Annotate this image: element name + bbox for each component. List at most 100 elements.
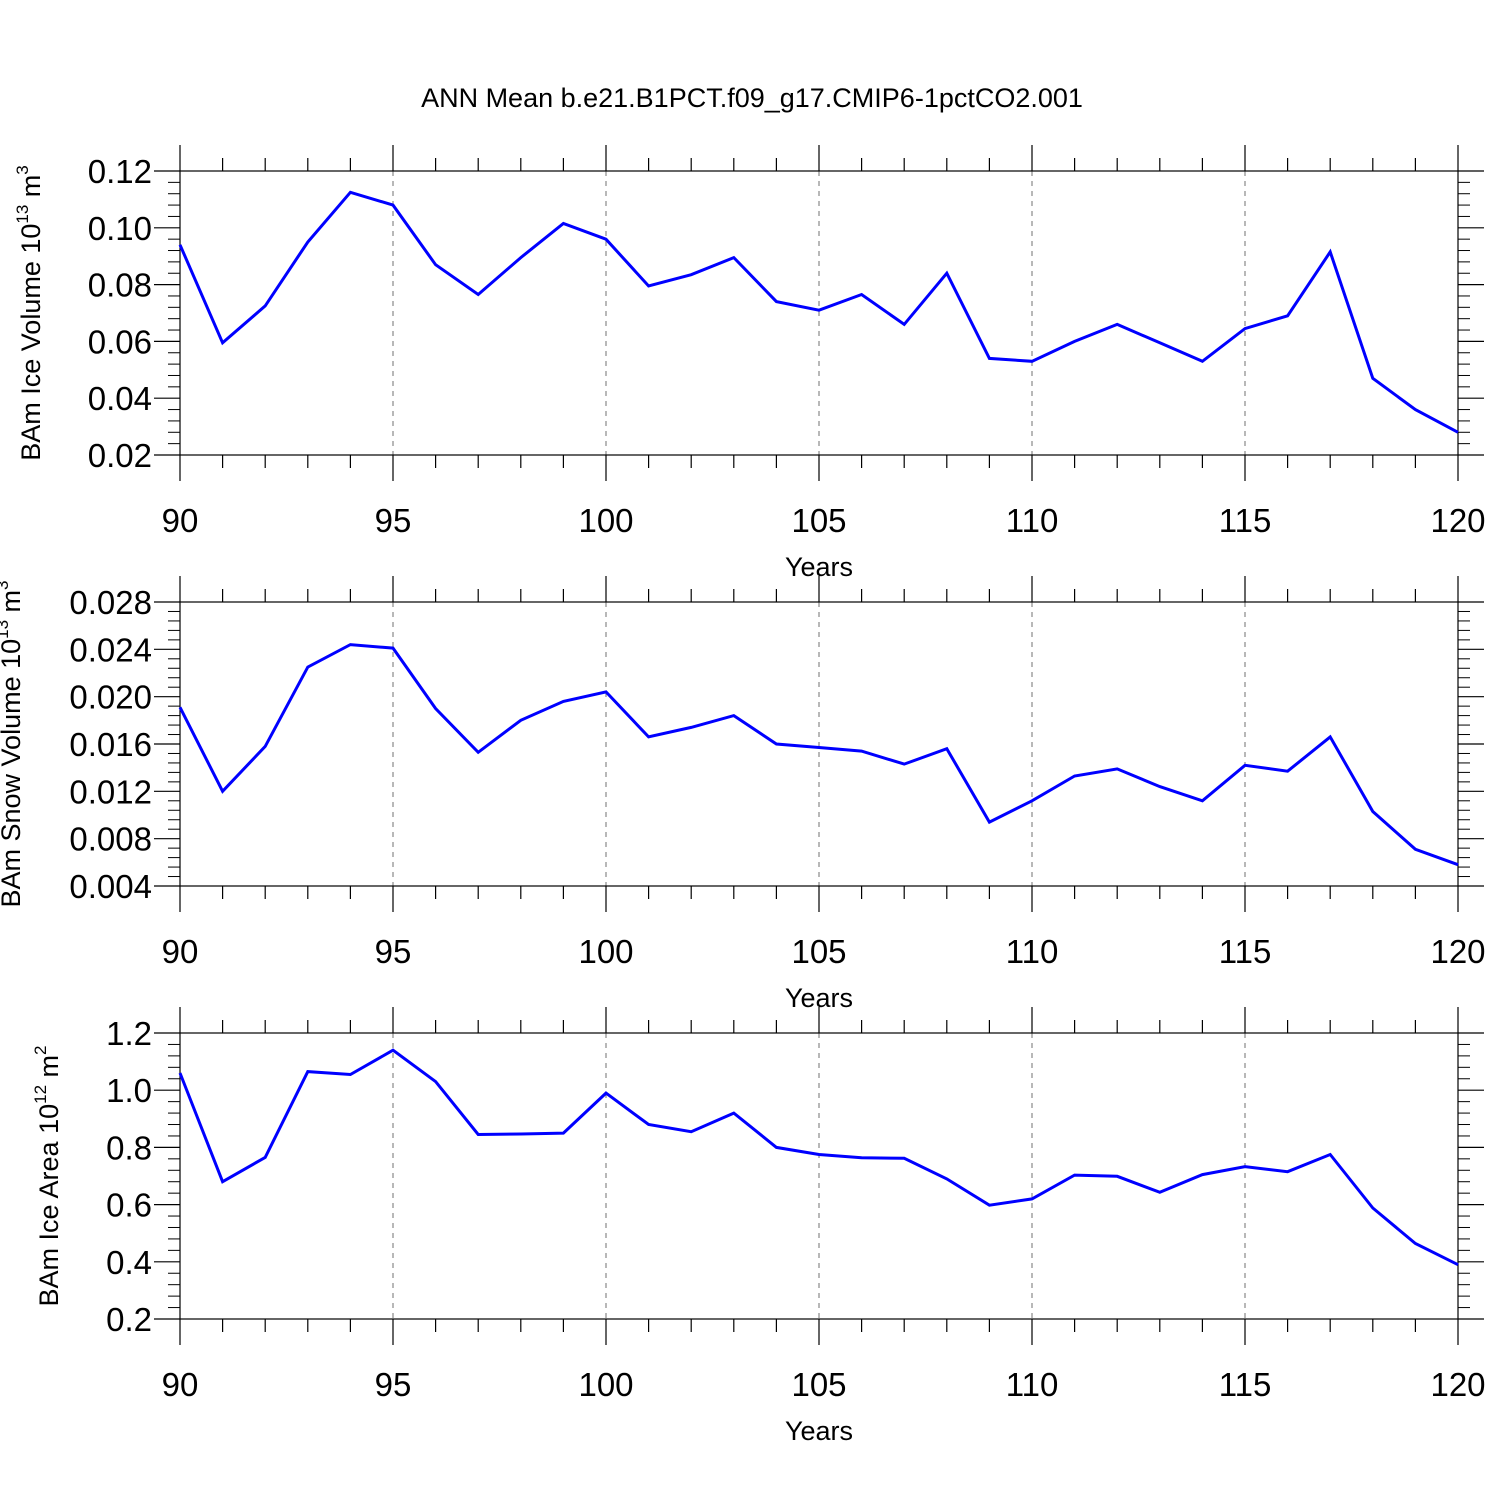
- data-point: [945, 271, 949, 275]
- data-point: [1371, 376, 1375, 380]
- data-point: [178, 1071, 182, 1075]
- x-tick-label: 100: [578, 502, 633, 539]
- data-point: [221, 341, 225, 345]
- x-tick-label: 115: [1219, 502, 1272, 539]
- data-point: [391, 203, 395, 207]
- y-tick-label: 1.2: [106, 1015, 152, 1052]
- data-point: [1030, 799, 1034, 803]
- data-point: [1286, 769, 1290, 773]
- data-point: [263, 304, 267, 308]
- data-point: [1158, 341, 1162, 345]
- data-point: [1328, 735, 1332, 739]
- data-point: [1243, 763, 1247, 767]
- data-point: [1115, 767, 1119, 771]
- y-tick-label: 0.10: [88, 210, 152, 247]
- y-tick-label: 0.008: [69, 821, 152, 858]
- data-point: [1158, 785, 1162, 789]
- y-axis-title-exponent: 13: [13, 205, 32, 224]
- data-point: [902, 762, 906, 766]
- data-point: [817, 746, 821, 750]
- y-axis-title-base: BAm Snow Volume 10: [0, 639, 26, 908]
- data-point: [263, 744, 267, 748]
- y-tick-label: 0.020: [69, 679, 152, 716]
- data-point: [348, 643, 352, 647]
- y-axis-title-unit: m: [0, 590, 26, 620]
- data-point: [860, 293, 864, 297]
- y-axis-title-exponent: 12: [31, 1085, 50, 1104]
- data-point: [519, 1132, 523, 1136]
- data-point: [945, 1177, 949, 1181]
- data-point: [391, 1048, 395, 1052]
- data-point: [732, 1111, 736, 1115]
- data-point: [434, 707, 438, 711]
- data-point: [817, 1153, 821, 1157]
- data-point: [1286, 1170, 1290, 1174]
- y-tick-label: 0.028: [69, 584, 152, 621]
- data-point: [1073, 1173, 1077, 1177]
- y-tick-label: 0.8: [106, 1129, 152, 1166]
- y-tick-label: 0.012: [69, 773, 152, 810]
- data-point: [774, 300, 778, 304]
- x-tick-label: 105: [791, 933, 846, 970]
- series-line: [178, 190, 1459, 434]
- data-point: [178, 243, 182, 247]
- y-axis-title-unit-exponent: 3: [13, 165, 32, 174]
- data-point: [647, 735, 651, 739]
- x-tick-label: 90: [162, 1366, 199, 1403]
- data-point: [1413, 847, 1417, 851]
- y-axis-title-base: BAm Ice Volume 10: [16, 224, 46, 461]
- data-point: [860, 1156, 864, 1160]
- data-point: [1456, 1263, 1460, 1267]
- data-point: [1158, 1190, 1162, 1194]
- data-point: [689, 273, 693, 277]
- data-point: [1073, 774, 1077, 778]
- x-tick-label: 100: [578, 933, 633, 970]
- data-point: [221, 1180, 225, 1184]
- data-point: [1456, 430, 1460, 434]
- data-point: [604, 237, 608, 241]
- data-point: [1371, 809, 1375, 813]
- data-point: [1413, 1241, 1417, 1245]
- x-tick-label: 120: [1430, 1366, 1485, 1403]
- data-point: [348, 1072, 352, 1076]
- x-tick-label: 90: [162, 933, 199, 970]
- data-point: [1371, 1206, 1375, 1210]
- data-point: [987, 356, 991, 360]
- data-point: [732, 714, 736, 718]
- y-axis-title: BAm Ice Area 1012 m2: [31, 1046, 64, 1307]
- data-point: [647, 1123, 651, 1127]
- data-point: [732, 256, 736, 260]
- y-axis-title-exponent: 13: [0, 620, 12, 639]
- data-point: [774, 742, 778, 746]
- data-point: [1243, 1165, 1247, 1169]
- y-tick-label: 0.024: [69, 631, 152, 668]
- panels: 0.02 0.04 0.06 0.08 0.10 0.12 90 95 100 105 110 115…: [0, 145, 1486, 1446]
- data-point: [1328, 1153, 1332, 1157]
- data-point: [1200, 359, 1204, 363]
- x-tick-label: 90: [162, 502, 199, 539]
- data-point: [348, 190, 352, 194]
- data-point: [434, 263, 438, 267]
- data-point: [817, 308, 821, 312]
- x-tick-label: 100: [578, 1366, 633, 1403]
- data-point: [561, 699, 565, 703]
- data-point: [1243, 327, 1247, 331]
- y-axis-title-unit-exponent: 3: [0, 580, 12, 589]
- y-tick-label: 0.6: [106, 1187, 152, 1224]
- x-tick-label: 95: [375, 1366, 412, 1403]
- data-point: [476, 293, 480, 297]
- y-tick-label: 0.4: [106, 1244, 152, 1281]
- data-point: [945, 747, 949, 751]
- data-point: [902, 322, 906, 326]
- data-point: [263, 1155, 267, 1159]
- data-point: [434, 1080, 438, 1084]
- panel-2: 0.004 0.008 0.012 0.016 0.020 0.024 0.028 90 95 1…: [0, 576, 1486, 1013]
- figure-title: ANN Mean b.e21.B1PCT.f09_g17.CMIP6-1pctC…: [421, 83, 1083, 113]
- data-point: [774, 1145, 778, 1149]
- data-point: [561, 1131, 565, 1135]
- data-point: [221, 789, 225, 793]
- data-point: [178, 705, 182, 709]
- data-point: [647, 284, 651, 288]
- data-point: [1073, 339, 1077, 343]
